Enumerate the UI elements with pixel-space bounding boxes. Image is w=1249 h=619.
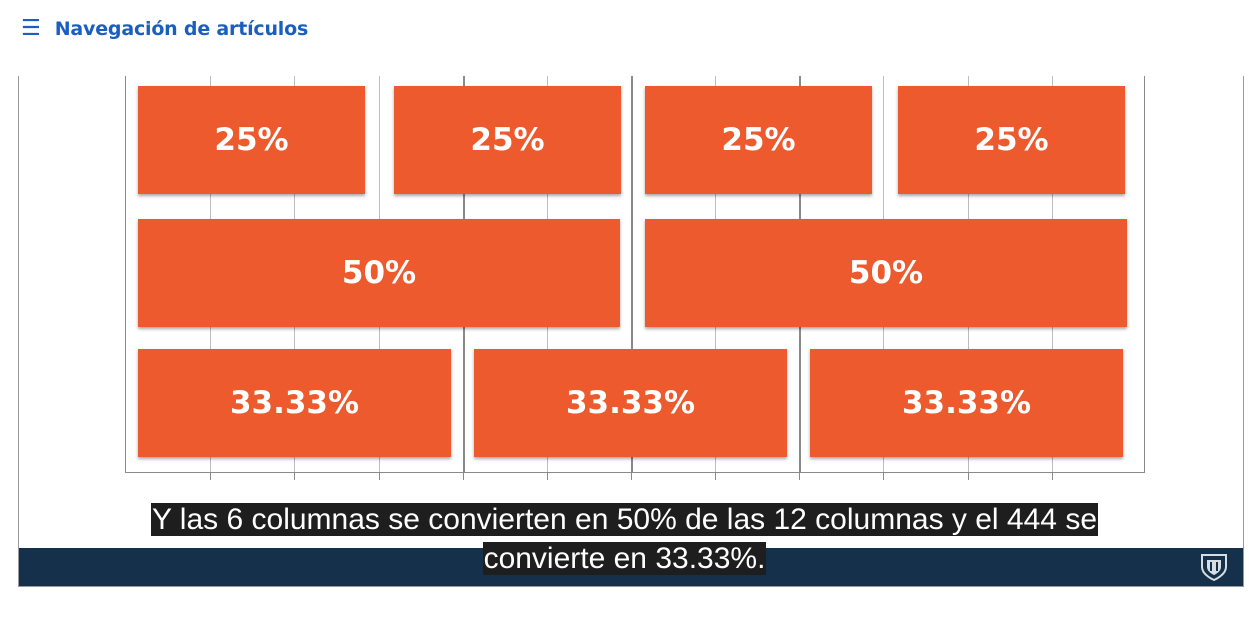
grid-cell-33-1: 33.33% <box>138 349 451 457</box>
grid-cell-25-2: 25% <box>394 86 621 194</box>
video-slide: 25% 25% 25% 25% 50% 50% 33.33% 33.33% 33… <box>19 76 1243 548</box>
grid-cell-25-4: 25% <box>898 86 1125 194</box>
article-navigation-toggle[interactable]: ☰ Navegación de artículos <box>21 16 309 41</box>
video-player[interactable]: 25% 25% 25% 25% 50% 50% 33.33% 33.33% 33… <box>18 76 1244 587</box>
subtitle-line-2: convierte en 33.33%. <box>482 542 767 575</box>
subtitle-line-1: Y las 6 columnas se convierten en 50% de… <box>151 503 1098 536</box>
grid-cell-33-2: 33.33% <box>474 349 787 457</box>
hamburger-menu-icon: ☰ <box>21 16 41 41</box>
grid-cell-50-1: 50% <box>138 219 620 327</box>
grid-cell-33-3: 33.33% <box>810 349 1123 457</box>
grid-cell-25-3: 25% <box>645 86 872 194</box>
grid-cell-25-1: 25% <box>138 86 365 194</box>
university-shield-logo-icon <box>1201 554 1227 582</box>
article-navigation-label: Navegación de artículos <box>54 18 309 40</box>
video-subtitle: Y las 6 columnas se convierten en 50% de… <box>0 500 1249 578</box>
grid-cell-50-2: 50% <box>645 219 1127 327</box>
